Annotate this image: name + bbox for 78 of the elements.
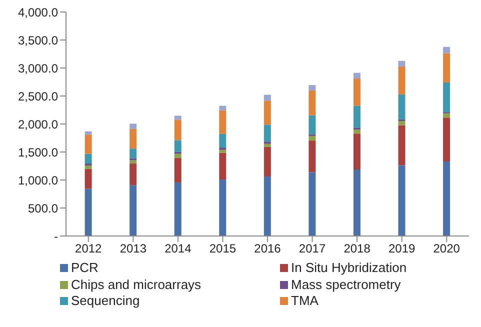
bar: [84, 188, 92, 236]
bar: [264, 144, 271, 147]
bar: [353, 170, 360, 236]
bar: [84, 166, 92, 169]
bar: [443, 118, 450, 162]
bar: [353, 72, 360, 79]
x-tick-label: 2012: [75, 242, 102, 256]
bar: [84, 131, 92, 135]
bar: [174, 120, 182, 140]
x-tick-label: 2019: [388, 242, 416, 256]
x-tick-label: 2015: [209, 242, 236, 256]
bar: [353, 130, 360, 134]
bar: [398, 60, 406, 67]
bar: [398, 125, 406, 166]
bar: [443, 46, 450, 54]
bar: [84, 154, 92, 164]
y-tick-label: 2,500.0: [18, 89, 58, 104]
bar: [130, 148, 137, 158]
bar: [264, 94, 271, 101]
legend-label: Sequencing: [71, 293, 140, 310]
bar: [84, 134, 92, 154]
bar: [308, 90, 316, 116]
x-tick-label: 2018: [344, 242, 371, 256]
bar: [219, 150, 226, 153]
legend-label: Mass spectrometry: [291, 276, 401, 293]
bar: [219, 134, 226, 148]
bar: [398, 94, 406, 120]
x-tick-label: 2020: [433, 242, 460, 256]
bar: [308, 172, 316, 236]
bar: [130, 160, 137, 164]
bar: [398, 120, 406, 126]
bar: [219, 110, 226, 134]
bar: [353, 78, 360, 106]
bar: [84, 168, 92, 189]
bar: [398, 165, 406, 236]
y-tick-label: -: [54, 229, 58, 244]
y-tick-label: 4,000.0: [18, 5, 58, 20]
bar: [219, 106, 226, 110]
bar: [174, 158, 182, 182]
bar: [264, 124, 271, 142]
bar: [308, 140, 316, 172]
bar: [130, 185, 137, 236]
bar: [130, 124, 137, 129]
bar: [308, 136, 316, 141]
bar: [443, 53, 450, 83]
bar: [130, 128, 137, 149]
y-tick-label: 3,500.0: [18, 33, 58, 48]
bar: [443, 82, 450, 112]
bar: [398, 66, 406, 94]
bar: [174, 140, 182, 152]
bar: [219, 179, 226, 236]
y-tick-label: 500.0: [28, 201, 58, 216]
legend-label: In Situ Hybridization: [291, 260, 407, 276]
x-tick-label: 2017: [298, 242, 326, 256]
bar: [174, 116, 182, 120]
bar: [308, 85, 316, 90]
bar: [174, 154, 182, 158]
y-tick-label: 3,000.0: [18, 61, 58, 76]
x-tick-label: 2014: [164, 242, 192, 256]
legend-label: TMA: [291, 293, 318, 310]
bar: [264, 146, 271, 176]
bar: [353, 134, 360, 170]
legend-label: Chips and microarrays: [71, 276, 202, 293]
bar: [174, 182, 182, 236]
bar: [443, 113, 450, 118]
legend-label: PCR: [71, 260, 98, 276]
bar: [308, 115, 316, 134]
x-tick-label: 2013: [120, 242, 147, 256]
y-tick-label: 1,000.0: [18, 173, 58, 188]
bar: [264, 176, 271, 236]
bar: [264, 100, 271, 125]
x-tick-label: 2016: [254, 242, 282, 256]
bar: [219, 152, 226, 180]
y-tick-label: 1,500.0: [18, 145, 58, 160]
y-tick-label: 2,000.0: [18, 117, 58, 132]
bar: [130, 164, 137, 186]
bar: [443, 162, 450, 236]
bar: [353, 106, 360, 128]
